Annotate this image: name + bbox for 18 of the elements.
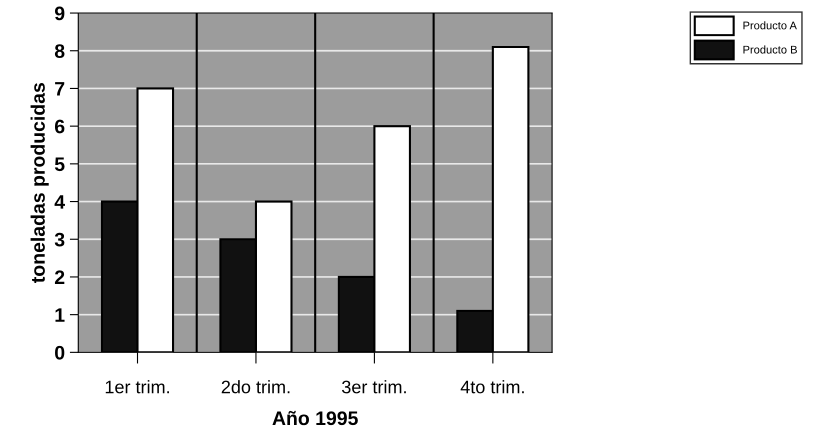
y-tick-label: 1 [55,308,65,322]
x-tick-label: 1er trim. [106,380,169,394]
legend-label: Producto A [743,21,797,30]
y-tick-label: 5 [54,158,65,172]
legend-label: Producto B [743,45,797,54]
y-tick-label: 8 [54,44,64,58]
y-tick-label: 4 [54,195,65,209]
y-tick-label: 9 [54,6,64,20]
x-axis-title: Año 1995 [272,410,358,426]
x-tick-label: 3er trim. [342,380,406,394]
y-axis-title: toneladas producidas [30,83,49,283]
y-tick-label: 2 [54,270,64,284]
x-tick-label: 2do trim. [222,380,290,394]
y-tick-label: 7 [55,82,64,96]
y-tick-label: 6 [54,120,64,134]
y-tick-label: 3 [54,232,64,247]
x-tick-label: 4to trim. [460,380,524,394]
y-tick-label: 0 [55,346,64,360]
